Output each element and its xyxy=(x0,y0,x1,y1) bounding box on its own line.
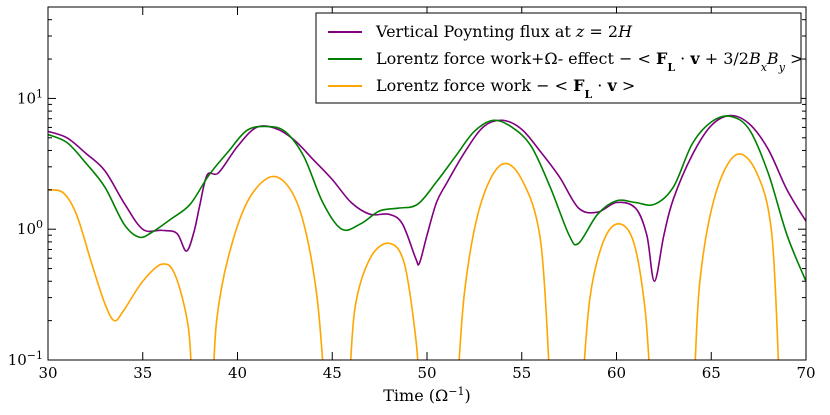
legend-label-poynting: Vertical Poynting flux at z = 2H xyxy=(375,22,633,41)
x-tick-label: 70 xyxy=(796,364,815,382)
y-tick-label: 101 xyxy=(17,87,43,108)
x-tick-label: 60 xyxy=(607,364,626,382)
x-tick-label: 45 xyxy=(323,364,342,382)
series-lorentz-omega-line xyxy=(48,115,806,282)
legend-label-lorentz-omega: Lorentz force work+Ω- effect − < FL · v … xyxy=(376,49,803,74)
series-layer xyxy=(48,114,806,360)
series-poynting-flux-line xyxy=(48,114,806,283)
series-lorentz-work-line xyxy=(48,153,780,360)
y-tick-label: 10−1 xyxy=(8,349,43,370)
x-tick-label: 35 xyxy=(133,364,152,382)
x-tick-label: 50 xyxy=(417,364,436,382)
x-tick-label: 40 xyxy=(228,364,247,382)
y-tick-label: 100 xyxy=(17,218,43,239)
legend-box xyxy=(315,12,802,104)
ticks-layer: 30 35 40 45 50 55 60 65 70 10−1 100 101 xyxy=(8,6,816,382)
legend: Vertical Poynting flux at z = 2H Lorentz… xyxy=(315,12,803,104)
x-tick-label: 65 xyxy=(702,364,721,382)
legend-label-lorentz: Lorentz force work − < FL · v > xyxy=(376,76,635,101)
x-axis-title: Time (Ω−1) xyxy=(383,385,471,406)
x-tick-label: 30 xyxy=(38,364,57,382)
x-tick-label: 55 xyxy=(512,364,531,382)
